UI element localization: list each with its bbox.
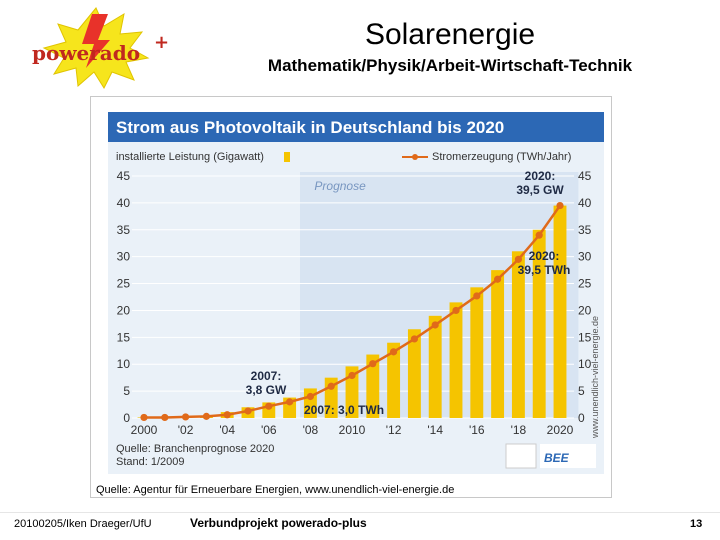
chart-title-bar: [108, 112, 604, 142]
powerado-logo: powerado +: [32, 7, 169, 90]
bar-2011: [366, 354, 380, 418]
annotation-2007-twh: 2007: 3,0 TWh: [304, 403, 384, 417]
lightning-icon: [82, 14, 110, 68]
footer-project: Verbundprojekt powerado-plus: [190, 516, 367, 530]
twh-point-2013: [410, 335, 418, 343]
twh-point-2005: [244, 407, 252, 415]
logo-wordmark: powerado: [32, 41, 140, 65]
y-tick-label-right: 20: [578, 303, 592, 317]
y-tick-label-right: 10: [578, 357, 592, 371]
twh-point-2006: [265, 402, 273, 410]
bar-2020: [553, 205, 567, 418]
y-tick-label-left: 35: [117, 223, 131, 237]
x-tick-label: '18: [511, 423, 527, 437]
x-tick-label: 2000: [131, 423, 158, 437]
x-tick-label: '02: [178, 423, 194, 437]
x-tick-label: '04: [219, 423, 235, 437]
annotation-2020-twh-line1: 2020:: [529, 249, 560, 263]
twh-point-2012: [390, 348, 398, 356]
y-tick-label-right: 15: [578, 330, 592, 344]
y-tick-label-right: 30: [578, 250, 592, 264]
page-subtitle: Mathematik/Physik/Arbeit-Wirtschaft-Tech…: [267, 56, 633, 75]
twh-point-2010: [348, 371, 356, 380]
twh-point-2007: [286, 398, 294, 406]
x-tick-label: 2020: [547, 423, 574, 437]
twh-point-2008: [306, 392, 314, 401]
x-tick-label: '16: [469, 423, 485, 437]
logo-plus: +: [154, 32, 169, 53]
y-tick-label-left: 40: [117, 196, 131, 210]
legend-left-label: installierte Leistung (Gigawatt): [116, 151, 264, 163]
bee-logo: BEE: [544, 451, 570, 465]
y-tick-label-left: 0: [123, 411, 130, 425]
annotation-2007-gw-line1: 2007:: [251, 369, 282, 383]
legend-bar-swatch: [284, 152, 290, 162]
x-tick-label: '14: [427, 423, 443, 437]
y-tick-label-right: 5: [578, 384, 585, 398]
y-tick-label-left: 45: [117, 169, 131, 183]
y-tick-label-right: 25: [578, 277, 592, 291]
chart-source-line2: Stand: 1/2009: [116, 456, 185, 468]
bar-2010: [345, 366, 359, 418]
bar-2014: [428, 315, 442, 418]
legend-right-label: Stromerzeugung (TWh/Jahr): [432, 151, 571, 163]
annotation-2020-gw-line2: 39,5 GW: [516, 183, 564, 197]
partner-logo: [505, 443, 537, 469]
y-tick-label-left: 25: [117, 277, 131, 291]
twh-point-2014: [431, 321, 439, 329]
bee-logo-box: [540, 444, 596, 468]
chart-title: Strom aus Photovoltaik in Deutschland bi…: [116, 118, 504, 137]
x-tick-label: '06: [261, 423, 277, 437]
legend-line-marker: [412, 154, 418, 160]
x-tick-label: '12: [386, 423, 402, 437]
bar-2015: [449, 302, 463, 418]
y-tick-label-right: 35: [578, 223, 592, 237]
bar-2012: [387, 342, 401, 418]
x-tick-label: 2010: [339, 423, 366, 437]
chart-source-line1: Quelle: Branchenprognose 2020: [116, 443, 274, 455]
footer-divider: [0, 512, 720, 513]
twh-point-2017: [494, 275, 502, 283]
annotation-2007-gw-line2: 3,8 GW: [246, 383, 287, 397]
bar-2018: [511, 251, 525, 418]
twh-point-2002: [182, 413, 190, 421]
twh-point-2004: [223, 411, 231, 419]
y-tick-label-left: 15: [117, 330, 131, 344]
twh-point-2018: [514, 255, 522, 263]
y-tick-label-left: 10: [117, 357, 131, 371]
bar-2013: [407, 329, 421, 418]
chart-side-text: www.unendlich-viel-energie.de: [590, 316, 600, 439]
source-caption: Quelle: Agentur für Erneuerbare Energien…: [96, 484, 455, 496]
footer-author: 20100205/Iken Draeger/UfU: [14, 518, 152, 530]
twh-point-2015: [452, 306, 460, 315]
twh-point-2011: [369, 360, 377, 368]
page-title: Solarenergie: [364, 18, 536, 51]
y-tick-label-left: 5: [123, 384, 130, 398]
y-tick-label-right: 0: [578, 411, 585, 425]
page-number: 13: [690, 518, 703, 530]
bar-2017: [491, 270, 505, 418]
bar-2016: [470, 287, 484, 418]
y-tick-label-right: 45: [578, 169, 592, 183]
annotation-2020-twh-line2: 39,5 TWh: [518, 263, 571, 277]
pv-chart: Strom aus Photovoltaik in Deutschland bi…: [108, 112, 604, 474]
x-tick-label: '08: [303, 423, 319, 437]
y-tick-label-left: 30: [117, 250, 131, 264]
y-tick-label-left: 20: [117, 303, 131, 317]
twh-point-2019: [535, 231, 543, 239]
annotation-2020-gw-line1: 2020:: [525, 169, 556, 183]
y-tick-label-right: 40: [578, 196, 592, 210]
twh-point-2001: [161, 413, 169, 422]
forecast-label: Prognose: [314, 179, 366, 193]
twh-point-2016: [473, 292, 481, 300]
twh-point-2000: [140, 413, 148, 422]
bar-2019: [532, 229, 546, 418]
twh-point-2003: [202, 412, 210, 420]
twh-point-2020: [556, 201, 564, 210]
twh-point-2009: [327, 382, 335, 390]
